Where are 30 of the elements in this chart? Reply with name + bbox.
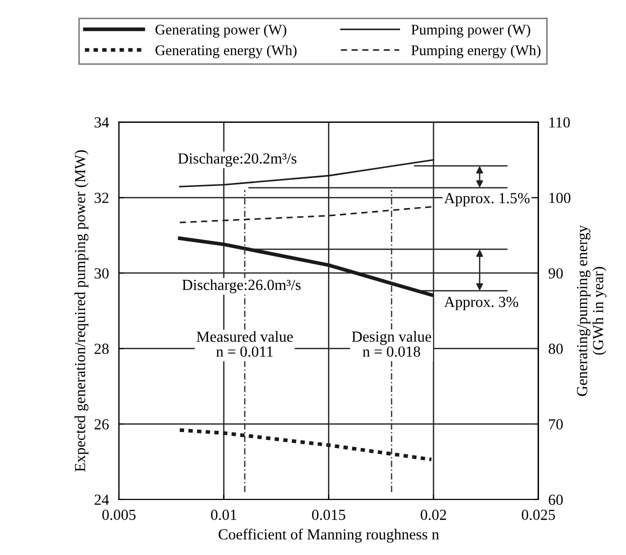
x-tick-label: 0.015	[312, 510, 346, 520]
y-tick-label: 28	[94, 344, 109, 354]
y-tick-label: 32	[94, 192, 108, 204]
y2-tick-label: 100	[549, 192, 570, 204]
x-tick-label: 0.005	[102, 510, 136, 520]
y2-tick-label: 70	[549, 419, 563, 430]
y-axis-title: Expected generation/required pumping power (MW)	[74, 150, 88, 472]
legend-label: Generating energy (Wh)	[156, 44, 297, 58]
annotation: Approx. 1.5%	[444, 192, 530, 206]
y2-tick-label: 90	[548, 268, 563, 279]
x-axis-title: Coefficient of Manning roughness n	[218, 528, 440, 543]
y2-tick-label: 110	[549, 117, 570, 128]
x-tick-label: 0.025	[522, 510, 555, 520]
y2-tick-label: 60	[548, 494, 563, 505]
legend-label: Generating power (W)	[156, 24, 286, 38]
y2-tick-label: 80	[548, 344, 563, 354]
x-tick-label: 0.01	[211, 510, 236, 520]
y-tick-label: 30	[94, 268, 109, 279]
legend-label: Pumping energy (Wh)	[411, 44, 540, 58]
annotation: Discharge:26.0m³/s	[182, 279, 301, 294]
y2-axis-title: Generating/pumping energy (GWh in year)	[576, 225, 606, 396]
annotation: Discharge:20.2m³/s	[178, 152, 296, 167]
ref-line-label: Design value n = 0.018	[352, 331, 432, 357]
annotation: Approx. 3%	[444, 296, 518, 310]
y-tick-label: 26	[94, 419, 109, 430]
ref-line-label: Measured value n = 0.011	[196, 331, 293, 357]
y-tick-label: 24	[94, 494, 109, 505]
x-tick-label: 0.02	[420, 510, 446, 520]
legend-label: Pumping power (W)	[411, 24, 530, 38]
y-tick-label: 34	[94, 117, 109, 128]
